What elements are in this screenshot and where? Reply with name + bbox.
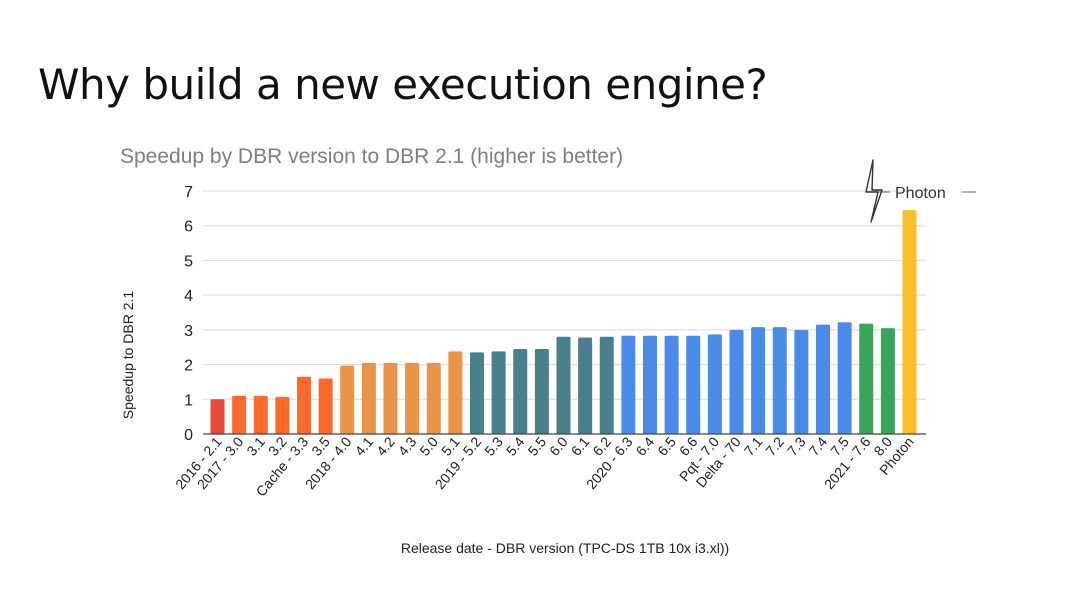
y-tick-label: 5 — [184, 253, 193, 270]
bar-26 — [772, 327, 787, 434]
bar-1 — [232, 395, 247, 434]
y-axis-ticks: 0 1 2 3 4 5 6 7 — [184, 184, 193, 444]
y-tick-label: 7 — [184, 184, 193, 201]
bar-19 — [621, 335, 636, 434]
bar-17 — [578, 337, 593, 434]
bar-29 — [837, 322, 852, 434]
bar-28 — [816, 324, 830, 434]
x-tick-label: 6.0 — [546, 433, 571, 458]
x-tick-label: 5.0 — [416, 433, 441, 458]
x-tick-label: 5.4 — [503, 433, 528, 458]
x-tick-label: 6.5 — [654, 433, 679, 458]
chart-bars — [210, 210, 917, 434]
bar-22 — [686, 335, 701, 434]
y-tick-label: 0 — [184, 427, 193, 444]
x-tick-label: 7.4 — [806, 433, 831, 458]
bar-24 — [729, 329, 744, 434]
bar-5 — [318, 378, 333, 434]
bar-0 — [210, 399, 225, 434]
bar-4 — [297, 376, 311, 434]
bar-10 — [426, 362, 441, 434]
y-tick-label: 3 — [184, 323, 193, 340]
y-axis-label: Speedup to DBR 2.1 — [120, 291, 136, 420]
bar-23 — [707, 334, 722, 434]
x-tick-label: 4.1 — [351, 433, 376, 458]
bar-9 — [405, 362, 420, 434]
y-tick-label: 6 — [184, 219, 193, 236]
bar-20 — [643, 335, 657, 434]
bar-7 — [361, 362, 376, 434]
photon-logo: Photon — [865, 159, 976, 223]
bar-32 — [902, 210, 917, 434]
bar-18 — [599, 336, 614, 434]
bar-6 — [340, 365, 355, 434]
bar-8 — [383, 362, 398, 434]
bar-30 — [859, 323, 874, 434]
bar-3 — [275, 396, 290, 434]
x-tick-label: 4.3 — [395, 433, 420, 458]
chart-title: Speedup by DBR version to DBR 2.1 (highe… — [120, 145, 623, 168]
x-tick-label: 7.3 — [784, 433, 809, 458]
bar-27 — [794, 329, 809, 434]
x-tick-label: 7.1 — [741, 433, 766, 458]
bar-13 — [491, 351, 506, 434]
x-tick-label: 4.2 — [373, 433, 398, 458]
x-tick-label: 7.2 — [762, 433, 787, 458]
lightning-bolt-icon — [865, 159, 883, 223]
x-axis-label: Release date - DBR version (TPC-DS 1TB 1… — [401, 540, 729, 556]
x-tick-label: 5.5 — [524, 433, 549, 458]
bar-11 — [448, 351, 463, 434]
slide-title: Why build a new execution engine? — [38, 60, 768, 109]
x-tick-label: 6.4 — [633, 433, 658, 458]
x-tick-label: 3.1 — [243, 433, 268, 458]
x-tick-label: 6.1 — [568, 433, 593, 458]
y-tick-label: 1 — [184, 392, 193, 409]
bar-15 — [534, 348, 549, 434]
bar-25 — [751, 327, 766, 434]
bar-31 — [880, 328, 895, 434]
bar-21 — [664, 335, 679, 434]
bar-16 — [556, 336, 571, 434]
bar-12 — [470, 352, 484, 434]
bar-2 — [253, 395, 268, 434]
bar-14 — [513, 348, 528, 434]
y-tick-label: 2 — [184, 358, 193, 375]
x-tick-label: 5.3 — [481, 433, 506, 458]
logo-text: Photon — [895, 185, 946, 202]
y-tick-label: 4 — [184, 288, 193, 305]
